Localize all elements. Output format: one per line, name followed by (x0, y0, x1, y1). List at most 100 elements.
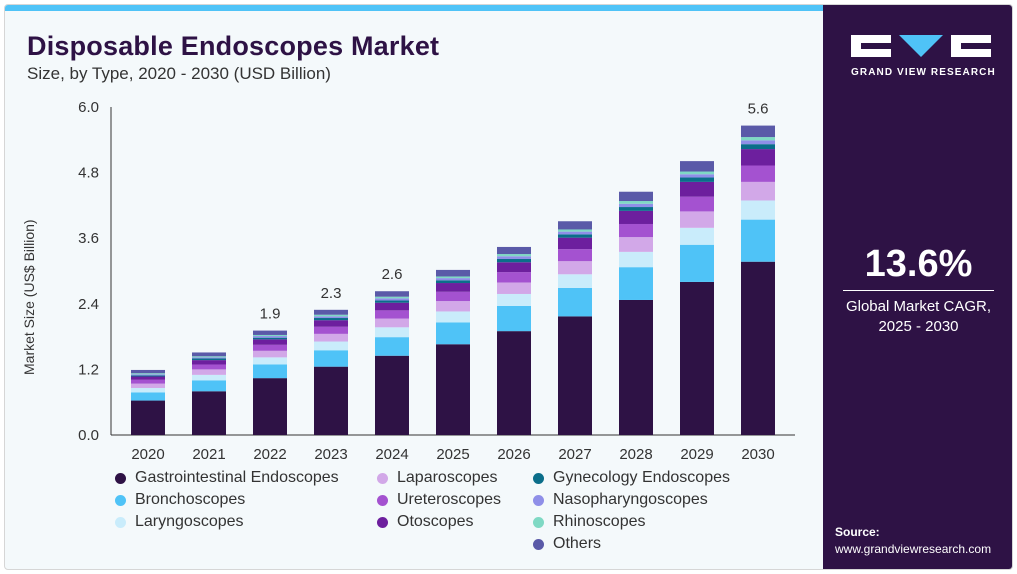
bar-segment-rhinoscopes (680, 171, 714, 175)
bar-segment-nasopharyngoscopes (680, 174, 714, 178)
bar-segment-others (131, 369, 165, 374)
bar-segment-bronchoscopes (436, 322, 470, 345)
x-tick-label: 2021 (192, 446, 225, 463)
bar-segment-otoscopes (314, 320, 348, 327)
bar-segment-nasopharyngoscopes (436, 278, 470, 281)
y-tick-label: 3.6 (78, 230, 99, 247)
legend-item: Laryngoscopes (115, 513, 244, 531)
bar-segment-bronchoscopes (131, 392, 165, 401)
x-tick-label: 2023 (314, 446, 347, 463)
bar-segment-otoscopes (131, 376, 165, 380)
x-tick-label: 2026 (497, 446, 530, 463)
bar-segment-rhinoscopes (558, 229, 592, 232)
bar-segment-gynecology-endoscopes (192, 358, 226, 361)
legend-label: Bronchoscopes (135, 491, 246, 508)
bar-segment-others (619, 191, 653, 202)
bar-total-label: 2.3 (321, 285, 342, 302)
legend-label: Laryngoscopes (135, 513, 244, 530)
legend-item: Otoscopes (377, 513, 473, 531)
x-tick-label: 2024 (375, 446, 408, 463)
legend-swatch (533, 494, 544, 506)
bar-segment-gynecology-endoscopes (741, 144, 775, 150)
bar-segment-otoscopes (497, 262, 531, 273)
chart-title: Disposable Endoscopes Market (27, 31, 440, 61)
bar-segment-laryngoscopes (375, 327, 409, 338)
bar-segment-others (558, 221, 592, 230)
cagr-value: 13.6% (864, 243, 973, 285)
legend-label: Gynecology Endoscopes (553, 469, 730, 486)
bar-segment-others (375, 291, 409, 297)
bar-segment-gastrointestinal-endoscopes (253, 378, 287, 435)
bar-segment-otoscopes (558, 237, 592, 250)
bar-segment-gynecology-endoscopes (436, 280, 470, 284)
legend-item: Bronchoscopes (115, 491, 245, 509)
bar-segment-others (192, 352, 226, 357)
bar-segment-others (680, 161, 714, 172)
bar-segment-ureteroscopes (131, 379, 165, 384)
bar-segment-bronchoscopes (558, 287, 592, 317)
bar-segment-nasopharyngoscopes (253, 336, 287, 338)
legend-item: Gynecology Endoscopes (533, 469, 730, 487)
legend-item: Rhinoscopes (533, 513, 646, 531)
x-tick-label: 2028 (619, 446, 652, 463)
bar-segment-laryngoscopes (131, 387, 165, 393)
bar-segment-bronchoscopes (314, 350, 348, 367)
bar-segment-nasopharyngoscopes (131, 374, 165, 376)
bar-segment-bronchoscopes (375, 337, 409, 356)
bar-segment-others (436, 269, 470, 277)
bar-segment-ureteroscopes (741, 165, 775, 182)
bar-segment-bronchoscopes (497, 305, 531, 332)
y-tick-label: 1.2 (78, 361, 99, 378)
bar-segment-laryngoscopes (192, 374, 226, 381)
chart-subtitle: Size, by Type, 2020 - 2030 (USD Billion) (27, 64, 331, 83)
bar-segment-others (314, 309, 348, 315)
cagr-label: Global Market CAGR, 2025 - 2030 (823, 297, 1012, 337)
bar-segment-gynecology-endoscopes (314, 318, 348, 321)
bar-segment-gastrointestinal-endoscopes (436, 344, 470, 435)
legend-label: Rhinoscopes (553, 513, 646, 530)
brand-logo (851, 35, 991, 57)
bar-chart: 0.0 1.2 2.4 3.6 4.8 6.0 2020 2021 2022 1.9 2023 2.3… (78, 99, 795, 463)
bar-segment-bronchoscopes (619, 267, 653, 300)
x-tick-label: 2020 (131, 446, 164, 463)
bar-segment-ureteroscopes (497, 272, 531, 283)
bar-segment-others (253, 330, 287, 335)
source-url[interactable]: www.grandviewresearch.com (835, 542, 992, 556)
bar-segment-laparoscopes (131, 383, 165, 388)
bar-segment-nasopharyngoscopes (741, 140, 775, 145)
bar-segment-rhinoscopes (131, 373, 165, 375)
bar-segment-nasopharyngoscopes (497, 256, 531, 259)
bar-segment-otoscopes (375, 302, 409, 311)
bar-segment-gynecology-endoscopes (619, 207, 653, 211)
legend-item: Ureteroscopes (377, 491, 501, 509)
legend-item: Nasopharyngoscopes (533, 491, 708, 509)
y-tick-label: 2.4 (78, 296, 99, 313)
side-panel: GRAND VIEW RESEARCH 13.6% Global Market … (823, 5, 1012, 569)
y-tick-label: 4.8 (78, 165, 99, 182)
bar-segment-laryngoscopes (253, 357, 287, 365)
bar-segment-bronchoscopes (680, 244, 714, 282)
source-title: Source: (835, 525, 880, 539)
bar-segment-laryngoscopes (680, 227, 714, 245)
legend-label: Others (553, 535, 602, 552)
bar-segment-laparoscopes (314, 333, 348, 342)
brand-name: GRAND VIEW RESEARCH (851, 67, 996, 78)
bar-segment-gastrointestinal-endoscopes (192, 391, 226, 435)
legend-swatch (533, 516, 544, 528)
bar-segment-nasopharyngoscopes (558, 231, 592, 235)
bar-segment-ureteroscopes (253, 344, 287, 351)
bar-segment-others (741, 125, 775, 138)
bar-segment-laparoscopes (558, 261, 592, 275)
bar-segment-rhinoscopes (375, 296, 409, 299)
bar-segment-ureteroscopes (680, 196, 714, 212)
x-tick-label: 2030 (741, 446, 774, 463)
bar-segment-gynecology-endoscopes (558, 234, 592, 238)
x-tick-label: 2025 (436, 446, 469, 463)
bar-segment-bronchoscopes (192, 380, 226, 392)
bar-segment-gynecology-endoscopes (131, 375, 165, 377)
bar-segment-gastrointestinal-endoscopes (741, 261, 775, 435)
cagr-divider (843, 290, 994, 291)
legend-swatch (377, 472, 388, 484)
bar-segment-ureteroscopes (314, 326, 348, 334)
y-tick-label: 6.0 (78, 99, 99, 116)
